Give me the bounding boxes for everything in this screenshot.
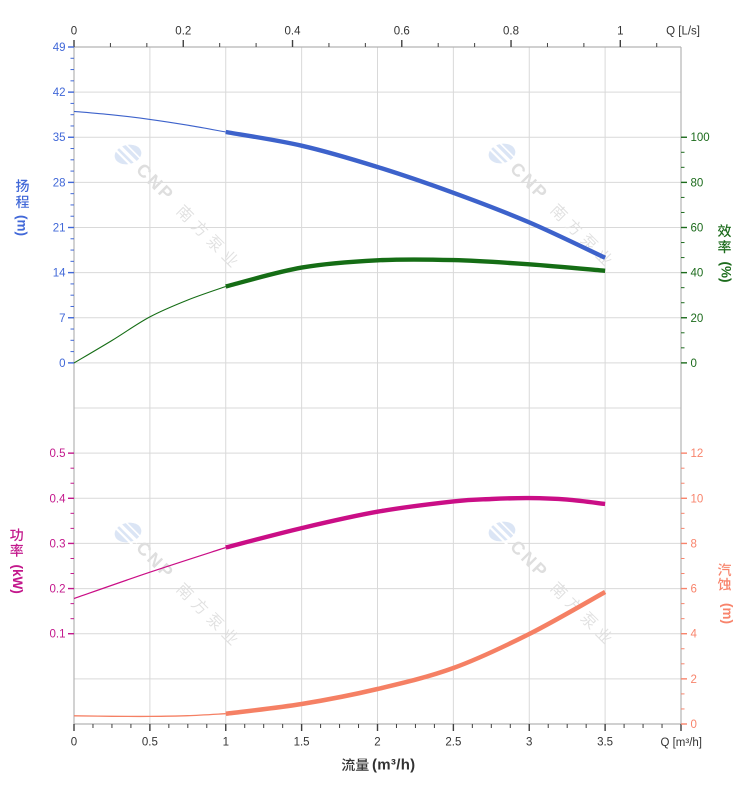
svg-text:0: 0 <box>71 737 77 749</box>
svg-text:(m): (m) <box>720 603 735 624</box>
svg-text:6: 6 <box>691 584 697 596</box>
svg-text:0: 0 <box>59 358 65 370</box>
svg-text:2.5: 2.5 <box>445 737 461 749</box>
svg-text:1: 1 <box>223 737 229 749</box>
svg-text:14: 14 <box>53 268 66 280</box>
svg-text:0.3: 0.3 <box>50 538 66 550</box>
svg-text:0: 0 <box>71 26 77 38</box>
svg-text:(%): (%) <box>719 262 734 283</box>
svg-text:7: 7 <box>59 313 65 325</box>
svg-text:60: 60 <box>691 223 704 235</box>
svg-text:0.6: 0.6 <box>394 26 410 38</box>
svg-text:3.5: 3.5 <box>597 737 613 749</box>
svg-text:0.2: 0.2 <box>50 584 66 596</box>
svg-text:1.5: 1.5 <box>294 737 310 749</box>
svg-text:0.8: 0.8 <box>503 26 519 38</box>
svg-text:49: 49 <box>53 42 66 54</box>
svg-text:28: 28 <box>53 177 66 189</box>
svg-text:12: 12 <box>691 448 704 460</box>
svg-text:0: 0 <box>691 358 697 370</box>
svg-text:20: 20 <box>691 313 704 325</box>
svg-text:0.4: 0.4 <box>285 26 302 38</box>
svg-text:0: 0 <box>691 719 697 731</box>
svg-text:35: 35 <box>53 132 66 144</box>
svg-text:42: 42 <box>53 87 66 99</box>
svg-text:0.1: 0.1 <box>50 629 66 641</box>
svg-text:4: 4 <box>691 629 698 641</box>
svg-text:Q [L/s]: Q [L/s] <box>666 26 700 38</box>
svg-text:Q [m³/h]: Q [m³/h] <box>660 737 702 749</box>
svg-text:0.2: 0.2 <box>175 26 191 38</box>
svg-text:2: 2 <box>374 737 380 749</box>
svg-text:40: 40 <box>691 268 704 280</box>
svg-text:0.5: 0.5 <box>142 737 158 749</box>
svg-text:(m): (m) <box>15 215 30 236</box>
svg-text:100: 100 <box>691 132 710 144</box>
svg-text:(kW): (kW) <box>10 565 25 594</box>
svg-text:21: 21 <box>53 223 66 235</box>
svg-text:80: 80 <box>691 177 704 189</box>
svg-text:1: 1 <box>617 26 623 38</box>
svg-text:(m³/h): (m³/h) <box>372 757 415 774</box>
svg-text:8: 8 <box>691 538 697 550</box>
svg-text:10: 10 <box>691 493 704 505</box>
svg-text:0.5: 0.5 <box>50 448 66 460</box>
svg-text:2: 2 <box>691 674 697 686</box>
svg-text:0.4: 0.4 <box>50 493 67 505</box>
svg-text:3: 3 <box>526 737 532 749</box>
